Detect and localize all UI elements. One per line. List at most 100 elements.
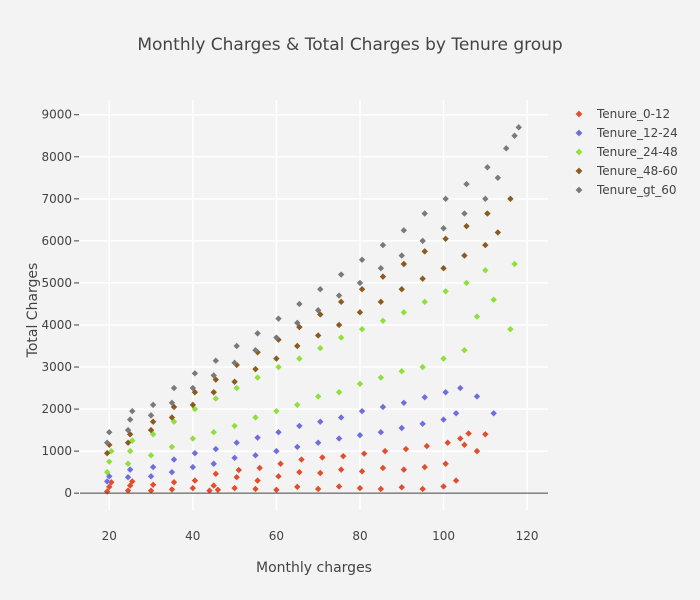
data-point: [461, 441, 468, 449]
y-tick-label: 3000: [41, 360, 72, 374]
data-point: [358, 256, 366, 263]
data-point: [452, 410, 460, 417]
y-tick-label: 9000: [41, 108, 72, 122]
data-point: [170, 384, 178, 392]
data-point: [296, 468, 303, 476]
data-point: [377, 485, 385, 493]
data-point: [484, 210, 491, 217]
data-point: [252, 485, 259, 493]
data-point: [147, 452, 155, 459]
data-point: [473, 447, 481, 455]
grid-layer: [80, 100, 548, 510]
data-point: [168, 443, 176, 451]
data-point: [358, 407, 366, 415]
data-point: [400, 260, 408, 268]
data-point: [358, 286, 366, 293]
data-point: [212, 445, 220, 453]
data-point: [168, 414, 176, 421]
data-point: [335, 321, 343, 329]
data-point: [294, 319, 301, 327]
data-point: [379, 273, 387, 280]
data-point: [317, 286, 324, 293]
chart-title: Monthly Charges & Total Charges by Tenur…: [137, 35, 562, 55]
data-point: [335, 292, 343, 299]
legend-item: Tenure_48-60: [575, 164, 678, 178]
data-point: [170, 403, 178, 411]
data-point: [298, 456, 305, 463]
x-tick-label: 20: [102, 529, 117, 543]
data-point: [419, 275, 426, 282]
data-point: [168, 468, 176, 476]
data-point: [233, 384, 240, 392]
data-point: [421, 248, 428, 255]
data-point: [442, 460, 449, 467]
data-point: [515, 124, 522, 131]
legend-label: Tenure_24-48: [596, 145, 678, 159]
x-tick-label: 120: [516, 529, 539, 543]
data-point: [442, 389, 449, 396]
data-point: [402, 445, 410, 453]
data-point: [507, 195, 514, 203]
data-point: [126, 416, 134, 423]
data-point: [233, 474, 240, 481]
data-point: [108, 479, 115, 486]
data-point: [379, 241, 387, 249]
data-point: [511, 260, 518, 268]
legend-item: Tenure_24-48: [575, 145, 678, 159]
data-point: [124, 487, 132, 494]
legend-item: Tenure_0-12: [575, 107, 670, 121]
data-point: [231, 359, 238, 367]
data-point: [465, 430, 472, 437]
data-point: [421, 463, 428, 471]
data-point: [129, 407, 136, 415]
data-point: [294, 401, 301, 409]
data-point: [442, 235, 449, 242]
x-axis-title: Monthly charges: [256, 560, 372, 576]
data-point: [340, 452, 347, 460]
data-point: [210, 372, 217, 379]
data-point: [463, 222, 470, 230]
data-layer: [103, 124, 522, 495]
data-point: [296, 422, 303, 430]
data-point: [126, 447, 134, 455]
legend-marker: [575, 186, 583, 194]
data-point: [398, 286, 405, 293]
y-tick-label: 2000: [41, 402, 72, 416]
data-point: [400, 309, 408, 316]
data-point: [482, 267, 489, 274]
data-point: [379, 403, 387, 411]
data-point: [400, 399, 408, 406]
data-point: [149, 481, 157, 488]
data-point: [147, 412, 155, 419]
data-point: [356, 380, 364, 388]
data-point: [440, 225, 447, 232]
data-point: [314, 485, 322, 493]
data-point: [170, 456, 178, 463]
data-point: [440, 483, 447, 490]
data-point: [189, 401, 197, 409]
data-point: [124, 439, 132, 446]
data-point: [507, 325, 514, 333]
data-point: [442, 195, 449, 203]
data-point: [457, 384, 464, 392]
data-point: [252, 347, 259, 354]
data-point: [440, 355, 447, 362]
y-tick-label: 1000: [41, 444, 72, 458]
data-point: [189, 435, 197, 442]
data-point: [337, 334, 345, 341]
data-point: [400, 466, 408, 473]
data-point: [231, 454, 238, 462]
data-point: [170, 479, 178, 486]
data-point: [168, 486, 176, 493]
data-point: [106, 483, 113, 491]
data-point: [484, 164, 491, 171]
data-point: [103, 468, 111, 476]
data-point: [254, 330, 261, 337]
legend-label: Tenure_48-60: [596, 164, 678, 178]
data-point: [457, 435, 464, 442]
data-point: [210, 389, 217, 396]
data-point: [482, 195, 489, 203]
y-axis-title: Total Charges: [25, 263, 41, 359]
series-tenure-gt-60: [103, 124, 522, 446]
